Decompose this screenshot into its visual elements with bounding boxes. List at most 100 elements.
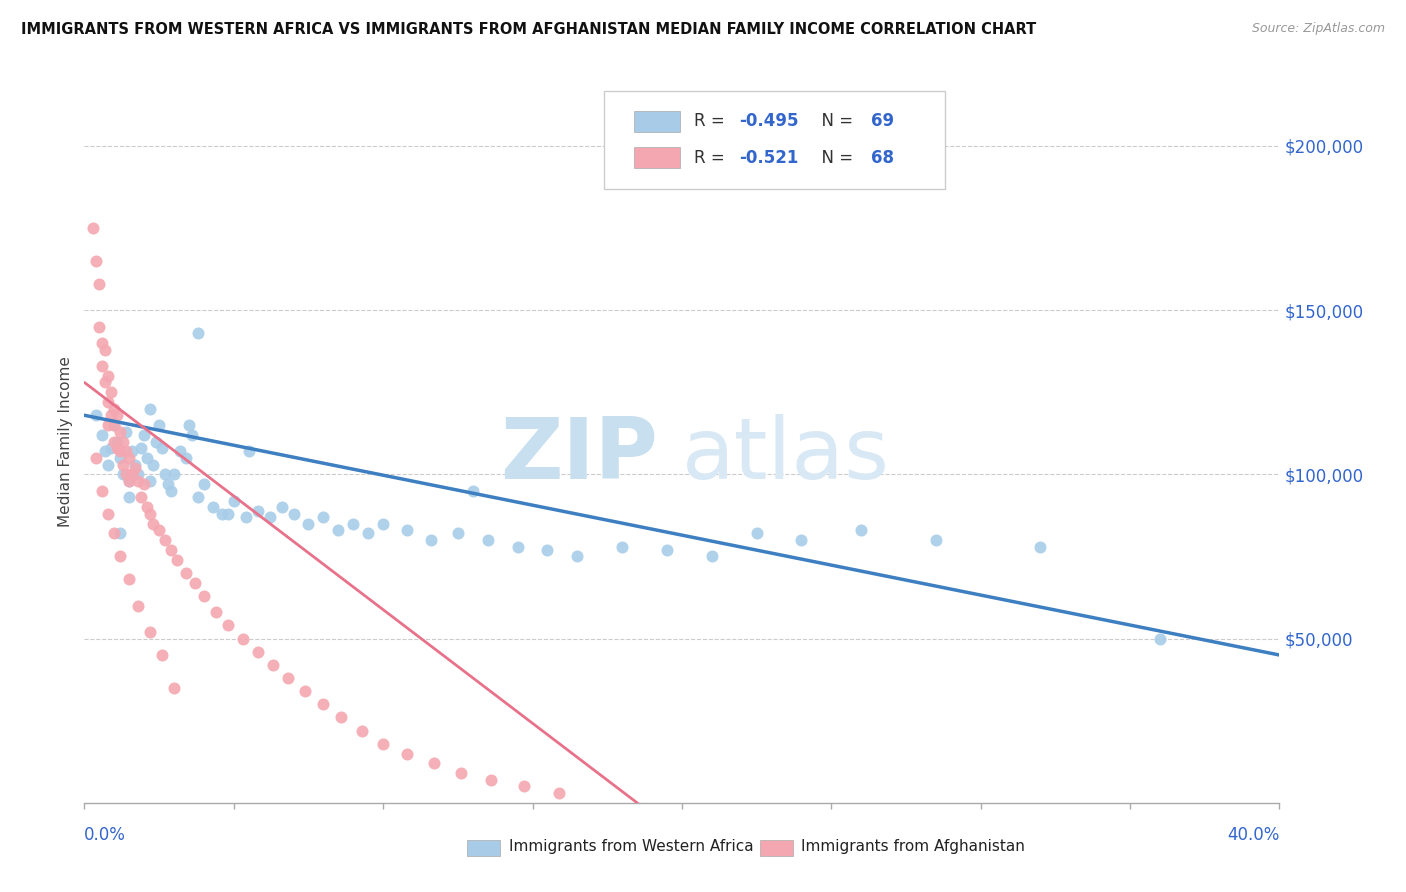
Point bbox=[127, 474, 149, 488]
Point bbox=[127, 599, 149, 613]
Point bbox=[181, 428, 204, 442]
Point bbox=[110, 549, 132, 564]
Point bbox=[110, 444, 132, 458]
Point bbox=[396, 523, 419, 537]
Point bbox=[91, 336, 114, 351]
Point bbox=[97, 418, 120, 433]
Point bbox=[132, 477, 156, 491]
Point bbox=[277, 671, 299, 685]
Point bbox=[110, 450, 132, 465]
Point bbox=[423, 756, 446, 771]
Point bbox=[187, 326, 209, 341]
Point bbox=[612, 540, 634, 554]
Point bbox=[124, 458, 146, 472]
Point bbox=[105, 409, 128, 423]
Point bbox=[89, 319, 111, 334]
FancyBboxPatch shape bbox=[759, 839, 793, 855]
Point bbox=[328, 523, 350, 537]
Text: atlas: atlas bbox=[682, 415, 890, 498]
Point bbox=[150, 648, 173, 662]
Point bbox=[925, 533, 948, 547]
Point bbox=[169, 444, 191, 458]
FancyBboxPatch shape bbox=[467, 839, 501, 855]
Point bbox=[124, 460, 146, 475]
Point bbox=[1029, 540, 1052, 554]
Point bbox=[148, 523, 170, 537]
Point bbox=[103, 418, 125, 433]
Point bbox=[461, 483, 484, 498]
Text: N =: N = bbox=[811, 149, 858, 167]
Point bbox=[94, 376, 117, 390]
Point bbox=[166, 553, 188, 567]
Text: 0.0%: 0.0% bbox=[84, 826, 127, 845]
Point bbox=[342, 516, 364, 531]
Point bbox=[357, 526, 380, 541]
Point bbox=[163, 681, 186, 695]
Text: -0.495: -0.495 bbox=[740, 112, 799, 130]
Point bbox=[127, 467, 149, 482]
Point bbox=[297, 516, 319, 531]
Text: -0.521: -0.521 bbox=[740, 149, 799, 167]
Point bbox=[118, 474, 141, 488]
Point bbox=[105, 441, 128, 455]
Point bbox=[97, 458, 120, 472]
Point bbox=[153, 467, 176, 482]
Text: R =: R = bbox=[695, 112, 730, 130]
Point bbox=[745, 526, 768, 541]
Point bbox=[157, 477, 180, 491]
Point bbox=[97, 368, 120, 383]
Text: Immigrants from Western Africa: Immigrants from Western Africa bbox=[509, 838, 754, 854]
Point bbox=[420, 533, 443, 547]
Point bbox=[294, 684, 316, 698]
Point bbox=[100, 409, 122, 423]
Point bbox=[118, 450, 141, 465]
Point bbox=[121, 444, 143, 458]
Point bbox=[232, 632, 254, 646]
Point bbox=[536, 542, 558, 557]
FancyBboxPatch shape bbox=[605, 91, 945, 189]
Point bbox=[373, 516, 395, 531]
Point bbox=[139, 507, 162, 521]
Point bbox=[567, 549, 589, 564]
Point bbox=[211, 507, 233, 521]
Text: Immigrants from Afghanistan: Immigrants from Afghanistan bbox=[801, 838, 1025, 854]
Point bbox=[129, 441, 152, 455]
Point bbox=[136, 500, 159, 515]
Point bbox=[94, 444, 117, 458]
Point bbox=[1149, 632, 1171, 646]
Point bbox=[450, 766, 472, 780]
Point bbox=[246, 503, 269, 517]
Point bbox=[700, 549, 723, 564]
Point bbox=[112, 458, 135, 472]
Point bbox=[118, 474, 141, 488]
Point bbox=[851, 523, 873, 537]
Point bbox=[312, 510, 335, 524]
Point bbox=[115, 444, 138, 458]
Point bbox=[174, 566, 197, 580]
Point bbox=[184, 575, 207, 590]
Point bbox=[103, 434, 125, 449]
Point bbox=[86, 253, 108, 268]
Point bbox=[270, 500, 292, 515]
Point bbox=[330, 710, 353, 724]
Point bbox=[97, 507, 120, 521]
FancyBboxPatch shape bbox=[634, 147, 679, 168]
Point bbox=[91, 483, 114, 498]
Point bbox=[479, 772, 502, 787]
Point bbox=[112, 467, 135, 482]
Point bbox=[174, 450, 197, 465]
Point bbox=[655, 542, 678, 557]
Point bbox=[259, 510, 281, 524]
Point bbox=[217, 507, 239, 521]
Text: 40.0%: 40.0% bbox=[1227, 826, 1279, 845]
Point bbox=[103, 526, 125, 541]
Text: R =: R = bbox=[695, 149, 730, 167]
Point bbox=[145, 434, 167, 449]
Point bbox=[148, 418, 170, 433]
Point bbox=[352, 723, 374, 738]
Text: ZIP: ZIP bbox=[501, 415, 658, 498]
Point bbox=[160, 542, 183, 557]
Point bbox=[153, 533, 176, 547]
Point bbox=[205, 605, 228, 619]
Point bbox=[548, 786, 571, 800]
